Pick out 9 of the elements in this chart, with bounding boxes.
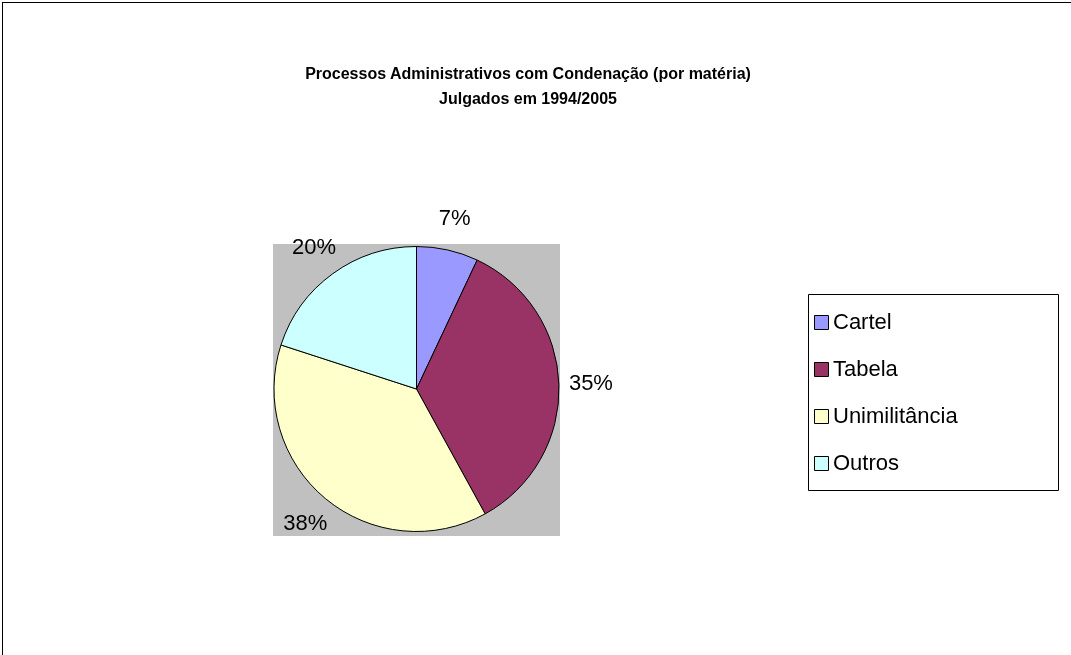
legend-label: Tabela [833, 356, 899, 382]
legend-label: Unimilitância [833, 403, 959, 429]
data-label: 20% [291, 233, 336, 259]
legend-label: Cartel [833, 309, 892, 335]
data-label: 7% [438, 204, 471, 230]
data-label: 35% [568, 369, 613, 395]
data-label: 38% [283, 509, 328, 535]
legend-label: Outros [833, 450, 900, 476]
chart-title: Processos Administrativos com Condenação (por matéria) Julgados em 1994/2005 [305, 65, 751, 108]
